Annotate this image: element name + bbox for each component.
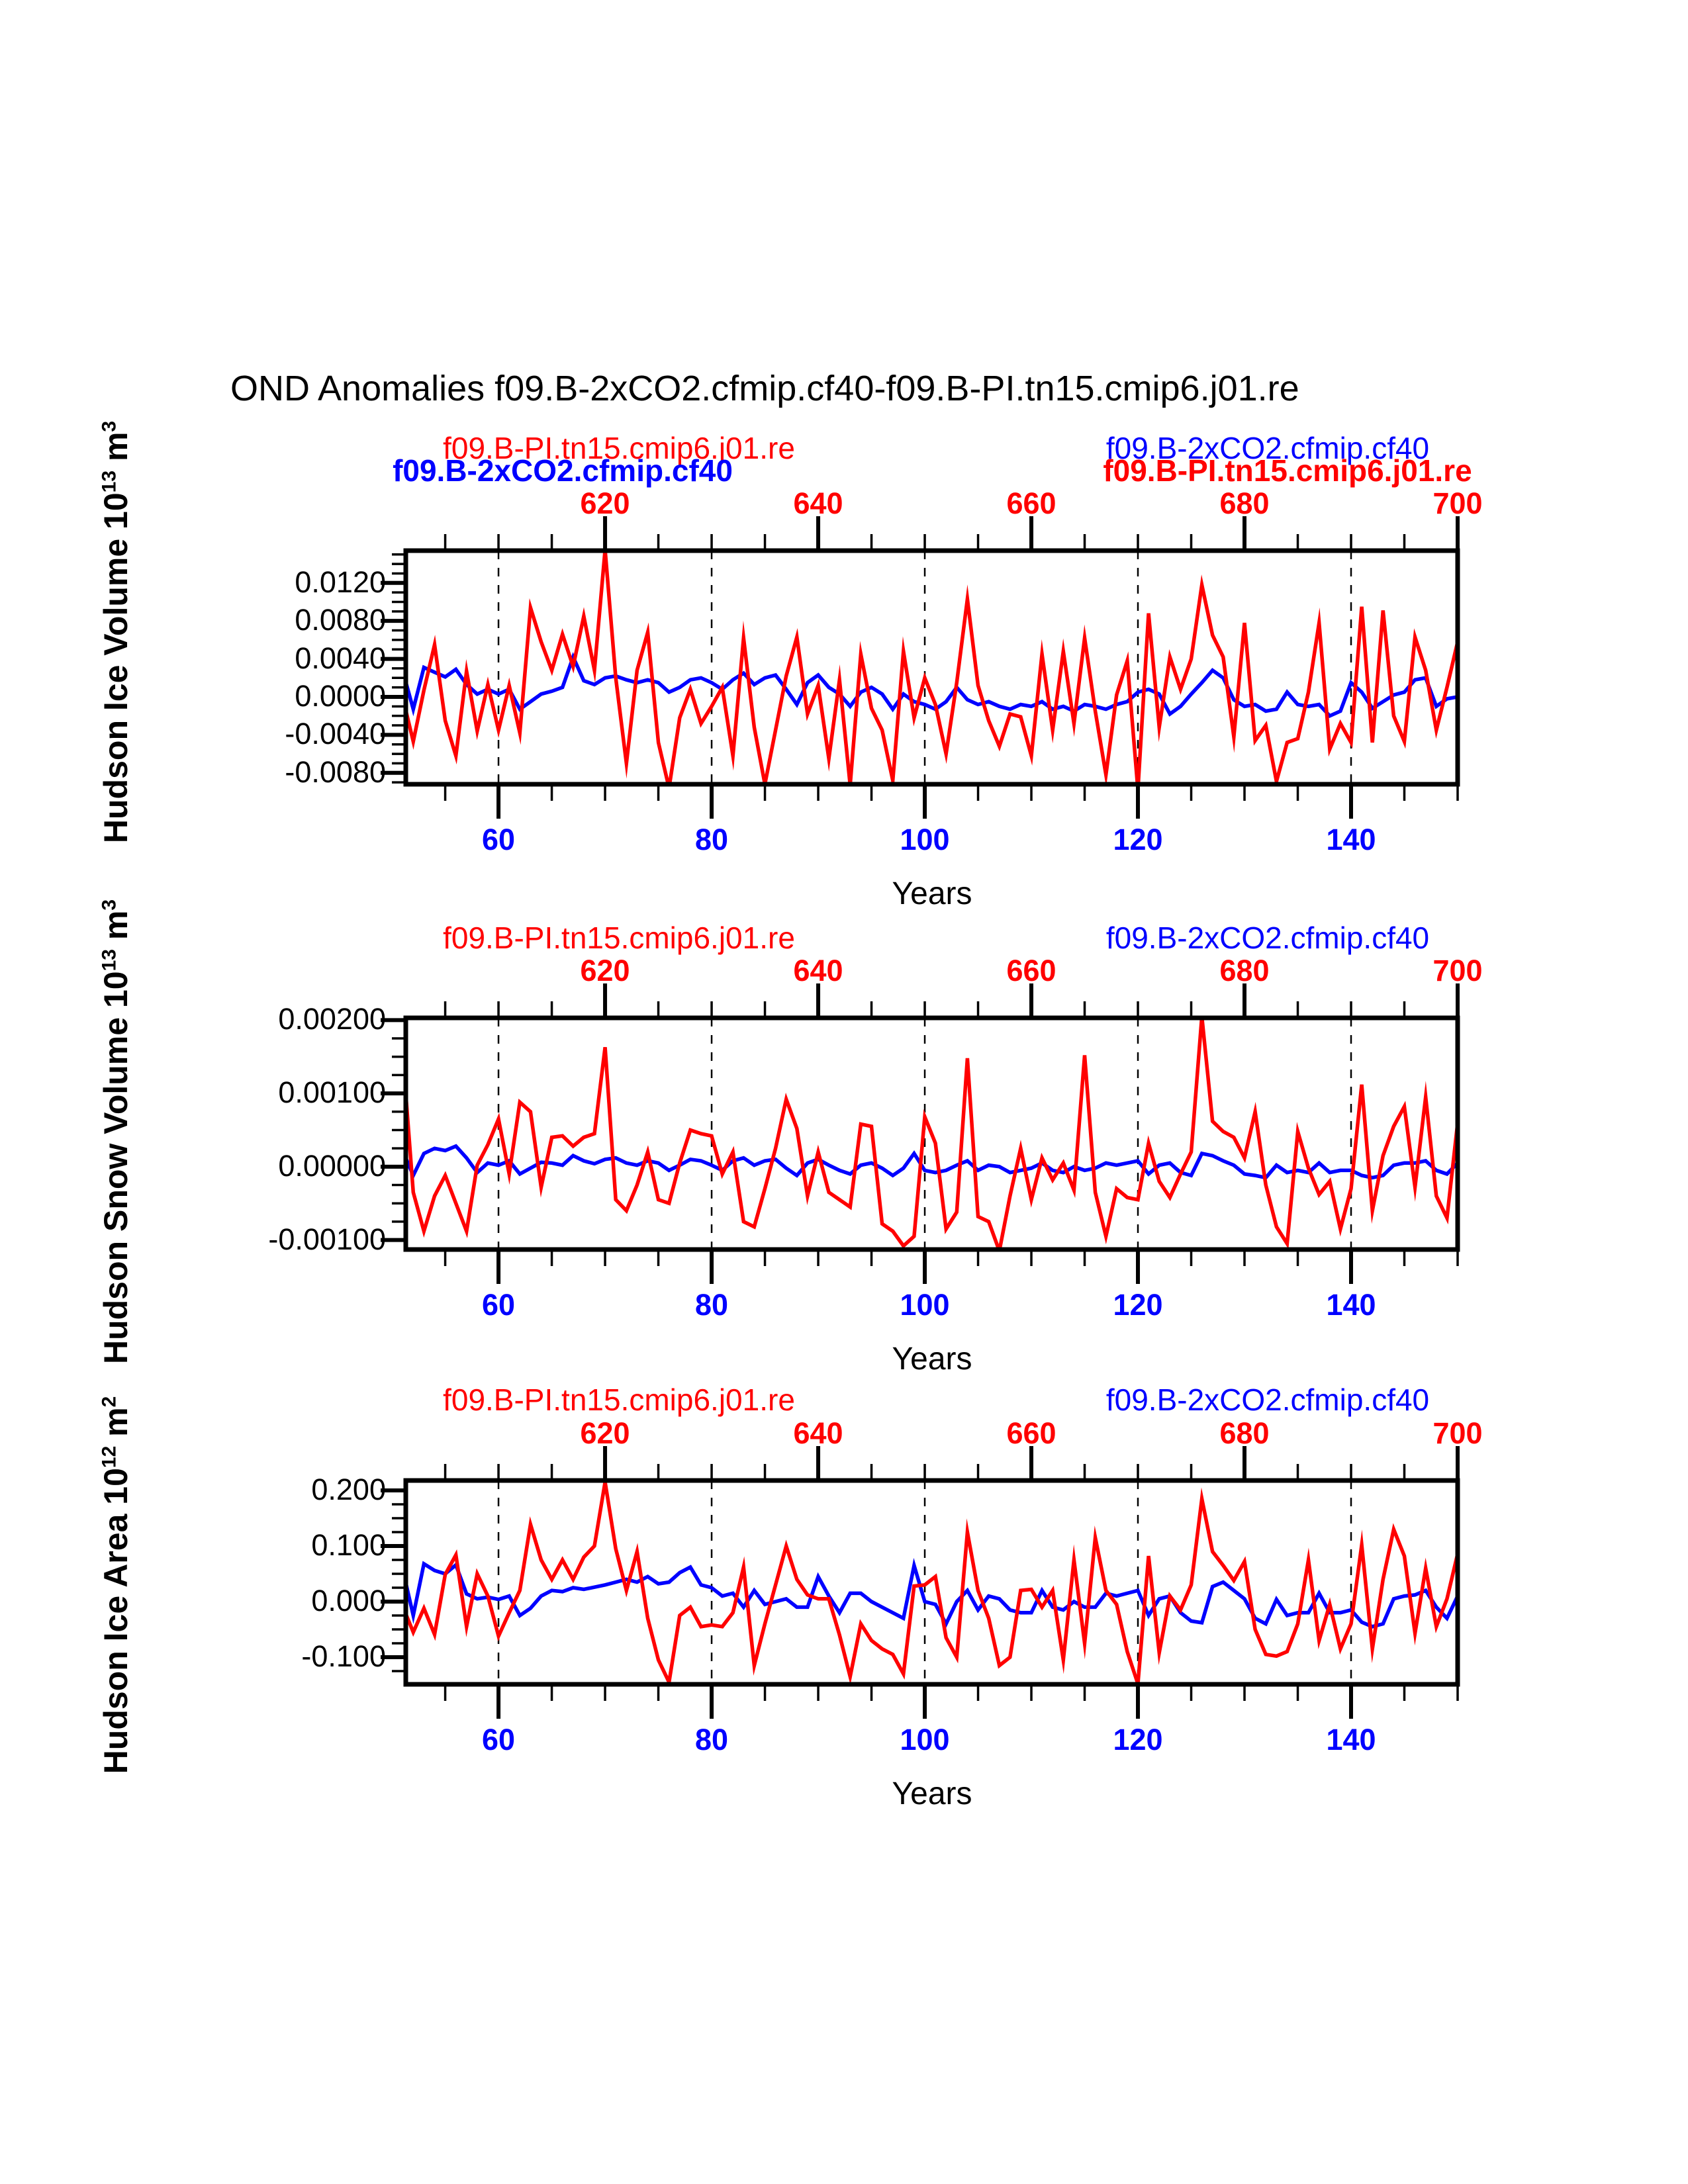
x-tick-label-top: 680 xyxy=(1219,954,1270,987)
panel-1 xyxy=(381,516,1460,819)
y-tick-label: 0.200 xyxy=(311,1473,386,1506)
x-tick-label-top: 660 xyxy=(1006,486,1056,520)
x-tick-label-bottom: 80 xyxy=(694,823,729,856)
y-tick-label: 0.0120 xyxy=(295,565,386,599)
y-tick-label: -0.0080 xyxy=(285,755,386,789)
x-tick-label-bottom: 100 xyxy=(900,1723,950,1756)
x-tick-label-bottom: 140 xyxy=(1326,1723,1376,1756)
plot-border xyxy=(403,1015,1460,1252)
legend-panel2-right-blue: f09.B-2xCO2.cfmip.cf40 xyxy=(1105,921,1430,955)
legend-panel2-left-red: f09.B-PI.tn15.cmip6.j01.re xyxy=(443,921,795,955)
x-tick-label-top: 700 xyxy=(1432,954,1483,987)
y-axis-title-unit: m xyxy=(97,1407,134,1446)
plot-border xyxy=(403,548,1460,787)
y-tick-label: 0.000 xyxy=(311,1584,386,1617)
y-axis-title-unit-exponent: 3 xyxy=(98,899,120,911)
y-axis-title-unit-exponent: 3 xyxy=(98,420,120,432)
series-line-red xyxy=(406,1480,1458,1684)
y-axis-title-exponent: 12 xyxy=(98,1445,120,1469)
x-tick-label-top: 620 xyxy=(580,1416,630,1450)
x-tick-label-bottom: 120 xyxy=(1113,823,1163,856)
x-tick-label-top: 640 xyxy=(793,486,843,520)
x-tick-label-top: 640 xyxy=(793,1416,843,1450)
x-tick-label-top: 700 xyxy=(1432,1416,1483,1450)
legend-panel1-left-thin-red: f09.B-PI.tn15.cmip6.j01.re xyxy=(443,431,795,465)
x-axis-title-panel2: Years xyxy=(892,1342,972,1377)
y-axis-title-ice-volume: Hudson Ice Volume 1013 m3 xyxy=(97,421,135,843)
y-axis-title-exponent: 13 xyxy=(98,949,120,972)
y-tick-label: 0.0000 xyxy=(295,679,386,713)
x-tick-label-bottom: 120 xyxy=(1113,1288,1163,1322)
plot-border xyxy=(403,1478,1460,1687)
y-axis-title-exponent: 13 xyxy=(98,470,120,493)
y-axis-title-text: Hudson Ice Area 10 xyxy=(97,1468,134,1774)
x-tick-label-top: 660 xyxy=(1006,954,1056,987)
x-tick-label-bottom: 80 xyxy=(694,1723,729,1756)
x-tick-label-bottom: 60 xyxy=(481,1288,516,1322)
x-tick-label-top: 660 xyxy=(1006,1416,1056,1450)
figure-title: OND Anomalies f09.B-2xCO2.cfmip.cf40-f09… xyxy=(230,369,1299,408)
y-axis-title-text: Hudson Snow Volume 10 xyxy=(97,971,134,1365)
legend-panel3-right-blue: f09.B-2xCO2.cfmip.cf40 xyxy=(1105,1383,1430,1417)
panel-2 xyxy=(381,983,1460,1284)
y-axis-title-text: Hudson Ice Volume 10 xyxy=(97,492,134,844)
legend-panel1-right-thin-blue: f09.B-2xCO2.cfmip.cf40 xyxy=(1105,431,1430,465)
y-tick-label: 0.100 xyxy=(311,1528,386,1562)
series-line-red xyxy=(406,1018,1458,1250)
y-axis-title-unit-exponent: 2 xyxy=(98,1396,120,1408)
x-tick-label-bottom: 120 xyxy=(1113,1723,1163,1756)
series-line-red xyxy=(406,551,1458,784)
y-tick-label: 0.00000 xyxy=(278,1149,386,1183)
series-line-blue xyxy=(406,1557,1458,1629)
x-tick-label-top: 700 xyxy=(1432,486,1483,520)
x-tick-label-bottom: 140 xyxy=(1326,1288,1376,1322)
legend-panel3-left-red: f09.B-PI.tn15.cmip6.j01.re xyxy=(443,1383,795,1417)
x-tick-label-top: 620 xyxy=(580,954,630,987)
y-tick-label: 0.0040 xyxy=(295,641,386,675)
x-axis-title-panel1: Years xyxy=(892,876,972,911)
y-tick-label: 0.00200 xyxy=(278,1002,386,1036)
x-tick-label-top: 640 xyxy=(793,954,843,987)
panel-3 xyxy=(381,1446,1460,1719)
x-tick-label-bottom: 140 xyxy=(1326,823,1376,856)
x-tick-label-top: 680 xyxy=(1219,1416,1270,1450)
x-tick-label-bottom: 60 xyxy=(481,1723,516,1756)
y-tick-label: -0.0040 xyxy=(285,717,386,751)
y-tick-label: 0.0080 xyxy=(295,603,386,637)
x-tick-label-bottom: 100 xyxy=(900,1288,950,1322)
y-tick-label: -0.100 xyxy=(301,1639,386,1673)
y-axis-title-ice-area: Hudson Ice Area 1012 m2 xyxy=(97,1396,135,1774)
y-tick-label: -0.00100 xyxy=(268,1222,386,1256)
x-tick-label-bottom: 80 xyxy=(694,1288,729,1322)
x-tick-label-bottom: 60 xyxy=(481,823,516,856)
legend-panel1-right-bold-red: f09.B-PI.tn15.cmip6.j01.re xyxy=(1103,453,1472,488)
x-tick-label-top: 620 xyxy=(580,486,630,520)
y-axis-title-unit: m xyxy=(97,910,134,950)
x-axis-title-panel3: Years xyxy=(892,1776,972,1811)
y-axis-title-snow-volume: Hudson Snow Volume 1013 m3 xyxy=(97,899,135,1364)
legend-panel1-left-bold-blue: f09.B-2xCO2.cfmip.cf40 xyxy=(393,453,733,488)
x-tick-label-bottom: 100 xyxy=(900,823,950,856)
x-tick-label-top: 680 xyxy=(1219,486,1270,520)
series-line-blue xyxy=(406,652,1458,719)
series-line-blue xyxy=(406,1144,1458,1180)
y-axis-title-unit: m xyxy=(97,432,134,471)
y-tick-label: 0.00100 xyxy=(278,1075,386,1109)
